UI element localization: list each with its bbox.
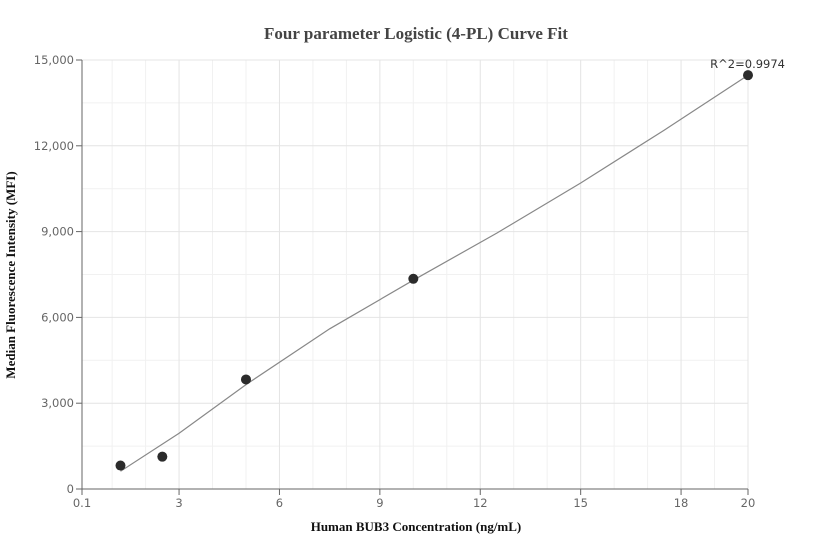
x-tick-label: 3 [175, 496, 182, 510]
x-tick-label: 0.1 [73, 496, 91, 510]
x-tick-label: 18 [674, 496, 689, 510]
data-point [115, 460, 126, 471]
y-tick-label: 15,000 [34, 53, 74, 67]
axes [81, 60, 748, 490]
y-tick-label: 6,000 [41, 310, 74, 324]
grid [81, 59, 749, 490]
data-point [743, 70, 753, 81]
fit-curve [120, 74, 749, 472]
x-axis-label: Human BUB3 Concentration (ng/mL) [311, 519, 522, 534]
x-tick-label: 6 [276, 496, 283, 510]
y-tick-label: 3,000 [41, 396, 74, 410]
data-point [157, 451, 168, 462]
x-tick-label: 9 [376, 496, 383, 510]
x-tick-label: 20 [741, 496, 756, 510]
data-points [115, 70, 753, 471]
data-point [240, 374, 251, 385]
y-axis-label: Median Fluorescence Intensity (MFI) [3, 171, 18, 378]
x-tick-label: 15 [573, 496, 588, 510]
y-tick-label: 0 [67, 482, 74, 496]
x-tick-label: 12 [473, 496, 488, 510]
data-point [408, 273, 419, 284]
y-tick-label: 12,000 [34, 139, 74, 153]
y-tick-label: 9,000 [41, 225, 74, 239]
r-squared-annotation: R^2=0.9974 [710, 57, 785, 71]
chart-title: Four parameter Logistic (4-PL) Curve Fit [264, 24, 568, 43]
y-ticks: 0 3,000 6,000 9,000 12,000 15,000 [34, 53, 82, 496]
x-ticks: 0.1 3 6 9 12 15 18 20 [73, 489, 755, 510]
